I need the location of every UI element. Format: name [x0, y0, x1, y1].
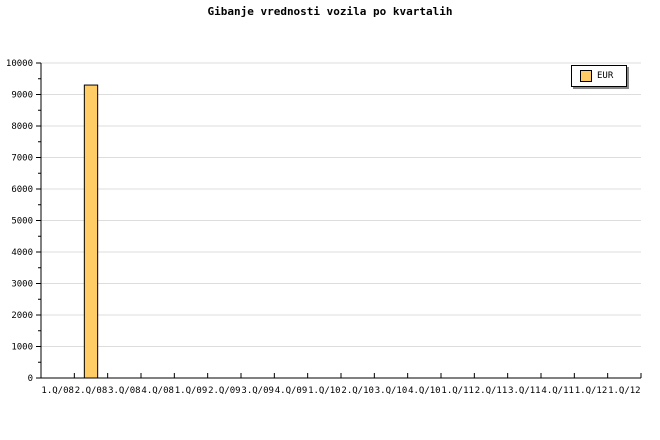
x-tick-label: 4.Q/10: [408, 386, 441, 396]
x-tick-label: 1.Q/08: [41, 386, 74, 396]
y-tick-label: 3000: [11, 280, 33, 290]
y-tick-label: 5000: [11, 217, 33, 227]
x-tick-label: 3.Q/11: [508, 386, 541, 396]
x-tick-label: 2.Q/09: [208, 386, 241, 396]
legend-label: EUR: [597, 71, 614, 81]
x-tick-label: 1.Q/09: [175, 386, 208, 396]
y-tick-label: 0: [28, 374, 33, 384]
y-tick-label: 6000: [11, 185, 33, 195]
y-tick-label: 9000: [11, 91, 33, 101]
x-tick-label: 3.Q/09: [241, 386, 274, 396]
y-tick-label: 4000: [11, 248, 33, 258]
y-tick-label: 10000: [6, 59, 33, 69]
x-tick-label: 3.Q/08: [108, 386, 141, 396]
y-tick-label: 7000: [11, 154, 33, 164]
x-tick-label: 1.Q/12: [575, 386, 608, 396]
x-tick-label: 2.Q/08: [75, 386, 108, 396]
x-tick-label: 1.Q/12: [608, 386, 641, 396]
x-tick-label: 1.Q/11: [441, 386, 474, 396]
legend-swatch: [580, 70, 592, 82]
x-tick-label: 1.Q/10: [308, 386, 341, 396]
x-tick-label: 2.Q/11: [475, 386, 508, 396]
x-tick-label: 4.Q/09: [275, 386, 308, 396]
bar: [83, 84, 99, 379]
x-tick-label: 4.Q/08: [141, 386, 174, 396]
x-tick-label: 4.Q/11: [541, 386, 574, 396]
legend: EUR: [571, 65, 627, 87]
y-tick-label: 2000: [11, 311, 33, 321]
y-tick-label: 8000: [11, 122, 33, 132]
chart-title: Gibanje vrednosti vozila po kvartalih: [207, 5, 453, 18]
y-tick-label: 1000: [11, 343, 33, 353]
x-tick-label: 3.Q/10: [375, 386, 408, 396]
x-tick-label: 2.Q/10: [341, 386, 374, 396]
